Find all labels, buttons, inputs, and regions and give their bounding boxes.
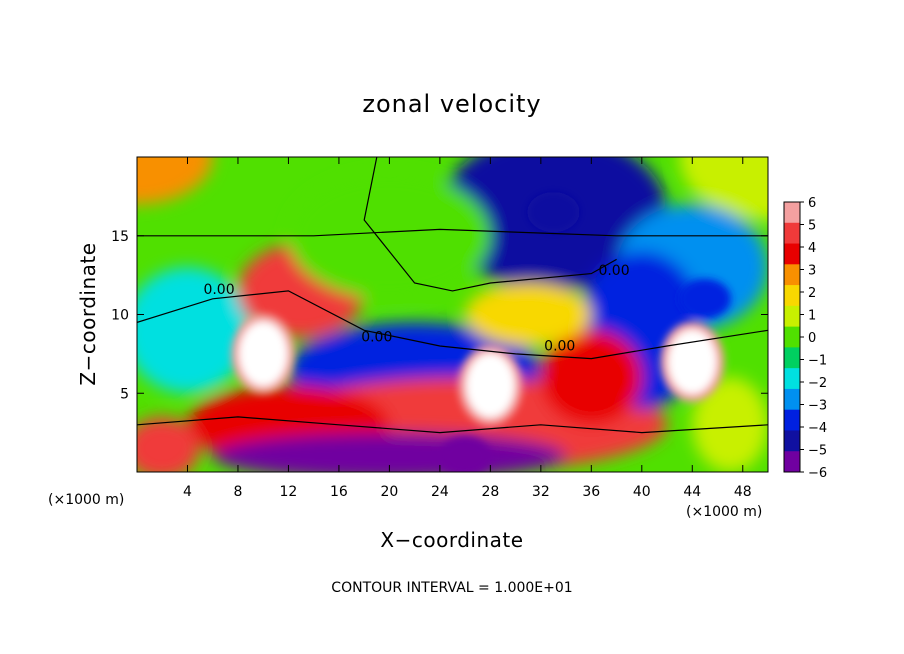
contour-line xyxy=(137,228,768,237)
colorbar-swatch xyxy=(784,368,800,390)
field-minimum xyxy=(527,192,580,233)
field-patch xyxy=(465,283,592,346)
colorbar-swatch xyxy=(784,430,800,452)
colorbar-swatch xyxy=(784,409,800,431)
y-axis-label: Z−coordinate xyxy=(76,242,100,385)
x-tick-label: 20 xyxy=(380,484,398,500)
y-tick-label: 15 xyxy=(111,229,129,245)
colorbar-swatch xyxy=(784,347,800,369)
contour-labels: 0.00 0.00 0.00 0.00 xyxy=(203,263,629,355)
x-tick-label: 8 xyxy=(233,484,242,500)
contour-line xyxy=(137,290,768,360)
x-tick-label: 36 xyxy=(582,484,600,500)
colorbar-label: −6 xyxy=(808,466,827,481)
field-patch xyxy=(679,157,768,220)
x-tick-label: 32 xyxy=(532,484,550,500)
x-tick-label: 4 xyxy=(183,484,192,500)
x-tick-label: 16 xyxy=(330,484,348,500)
field-extreme-core xyxy=(668,329,717,394)
field-patch xyxy=(212,432,567,472)
field-extreme-core xyxy=(239,321,288,386)
colorbar-swatch xyxy=(784,285,800,307)
field-patch xyxy=(692,377,768,472)
x-unit-label-right: (×1000 m) xyxy=(686,504,762,520)
saturated-regions xyxy=(231,192,731,472)
colorbar-label: −2 xyxy=(808,376,827,391)
x-tick-label: 24 xyxy=(431,484,449,500)
contour-label: 0.00 xyxy=(544,339,575,355)
colorbar-swatch xyxy=(784,326,800,348)
field-patch xyxy=(137,157,213,205)
field-extreme-core xyxy=(466,353,515,418)
field-patch xyxy=(288,172,491,299)
colorbar-swatch xyxy=(784,451,800,473)
x-axis-ticks: 4 8 12 16 20 24 28 32 36 40 44 48 xyxy=(183,157,752,500)
field-patch xyxy=(137,416,201,472)
colorbar-label: 2 xyxy=(808,286,816,301)
colorbar-label: 6 xyxy=(808,196,816,211)
colorbar-label: −5 xyxy=(808,444,827,459)
colorbar-label: 4 xyxy=(808,241,816,256)
field-patch xyxy=(137,267,251,394)
colorbar-swatch xyxy=(784,305,800,328)
contour-interval-note: CONTOUR INTERVAL = 1.000E+01 xyxy=(331,580,572,596)
y-tick-label: 5 xyxy=(120,386,129,402)
contour-line xyxy=(363,157,617,292)
x-tick-label: 48 xyxy=(734,484,752,500)
colorbar-swatch xyxy=(784,388,800,411)
x-tick-label: 12 xyxy=(280,484,298,500)
colorbar-swatch xyxy=(784,222,800,245)
field-minimum xyxy=(439,436,492,472)
x-axis-label: X−coordinate xyxy=(380,528,523,552)
colorbar-swatch xyxy=(784,264,800,286)
colorbar-label: 3 xyxy=(808,264,816,279)
contour-label: 0.00 xyxy=(598,263,629,279)
contour-line xyxy=(137,416,768,434)
colorbar-swatch xyxy=(784,202,800,224)
x-tick-label: 28 xyxy=(481,484,499,500)
colorbar-swatch xyxy=(784,243,800,265)
colorbar-label: 5 xyxy=(808,219,816,234)
y-axis-ticks: 5 10 15 xyxy=(111,229,768,402)
x-tick-label: 44 xyxy=(683,484,701,500)
x-unit-label-left: (×1000 m) xyxy=(48,492,124,508)
colorbar: 6 5 4 3 2 1 0 −1 −2 −3 −4 −5 −6 xyxy=(783,196,827,481)
colorbar-label: 1 xyxy=(808,309,816,324)
contour-label: 0.00 xyxy=(361,329,392,345)
colorbar-label: −4 xyxy=(808,421,827,436)
contour-lines xyxy=(137,157,768,434)
colorbar-label: −1 xyxy=(808,354,827,369)
contour-label: 0.00 xyxy=(203,282,234,298)
colorbar-label: 0 xyxy=(808,331,816,346)
chart-title: zonal velocity xyxy=(362,90,541,118)
x-tick-label: 40 xyxy=(633,484,651,500)
y-tick-label: 10 xyxy=(111,308,129,324)
colorbar-label: −3 xyxy=(808,399,827,414)
field-minimum xyxy=(678,278,731,319)
